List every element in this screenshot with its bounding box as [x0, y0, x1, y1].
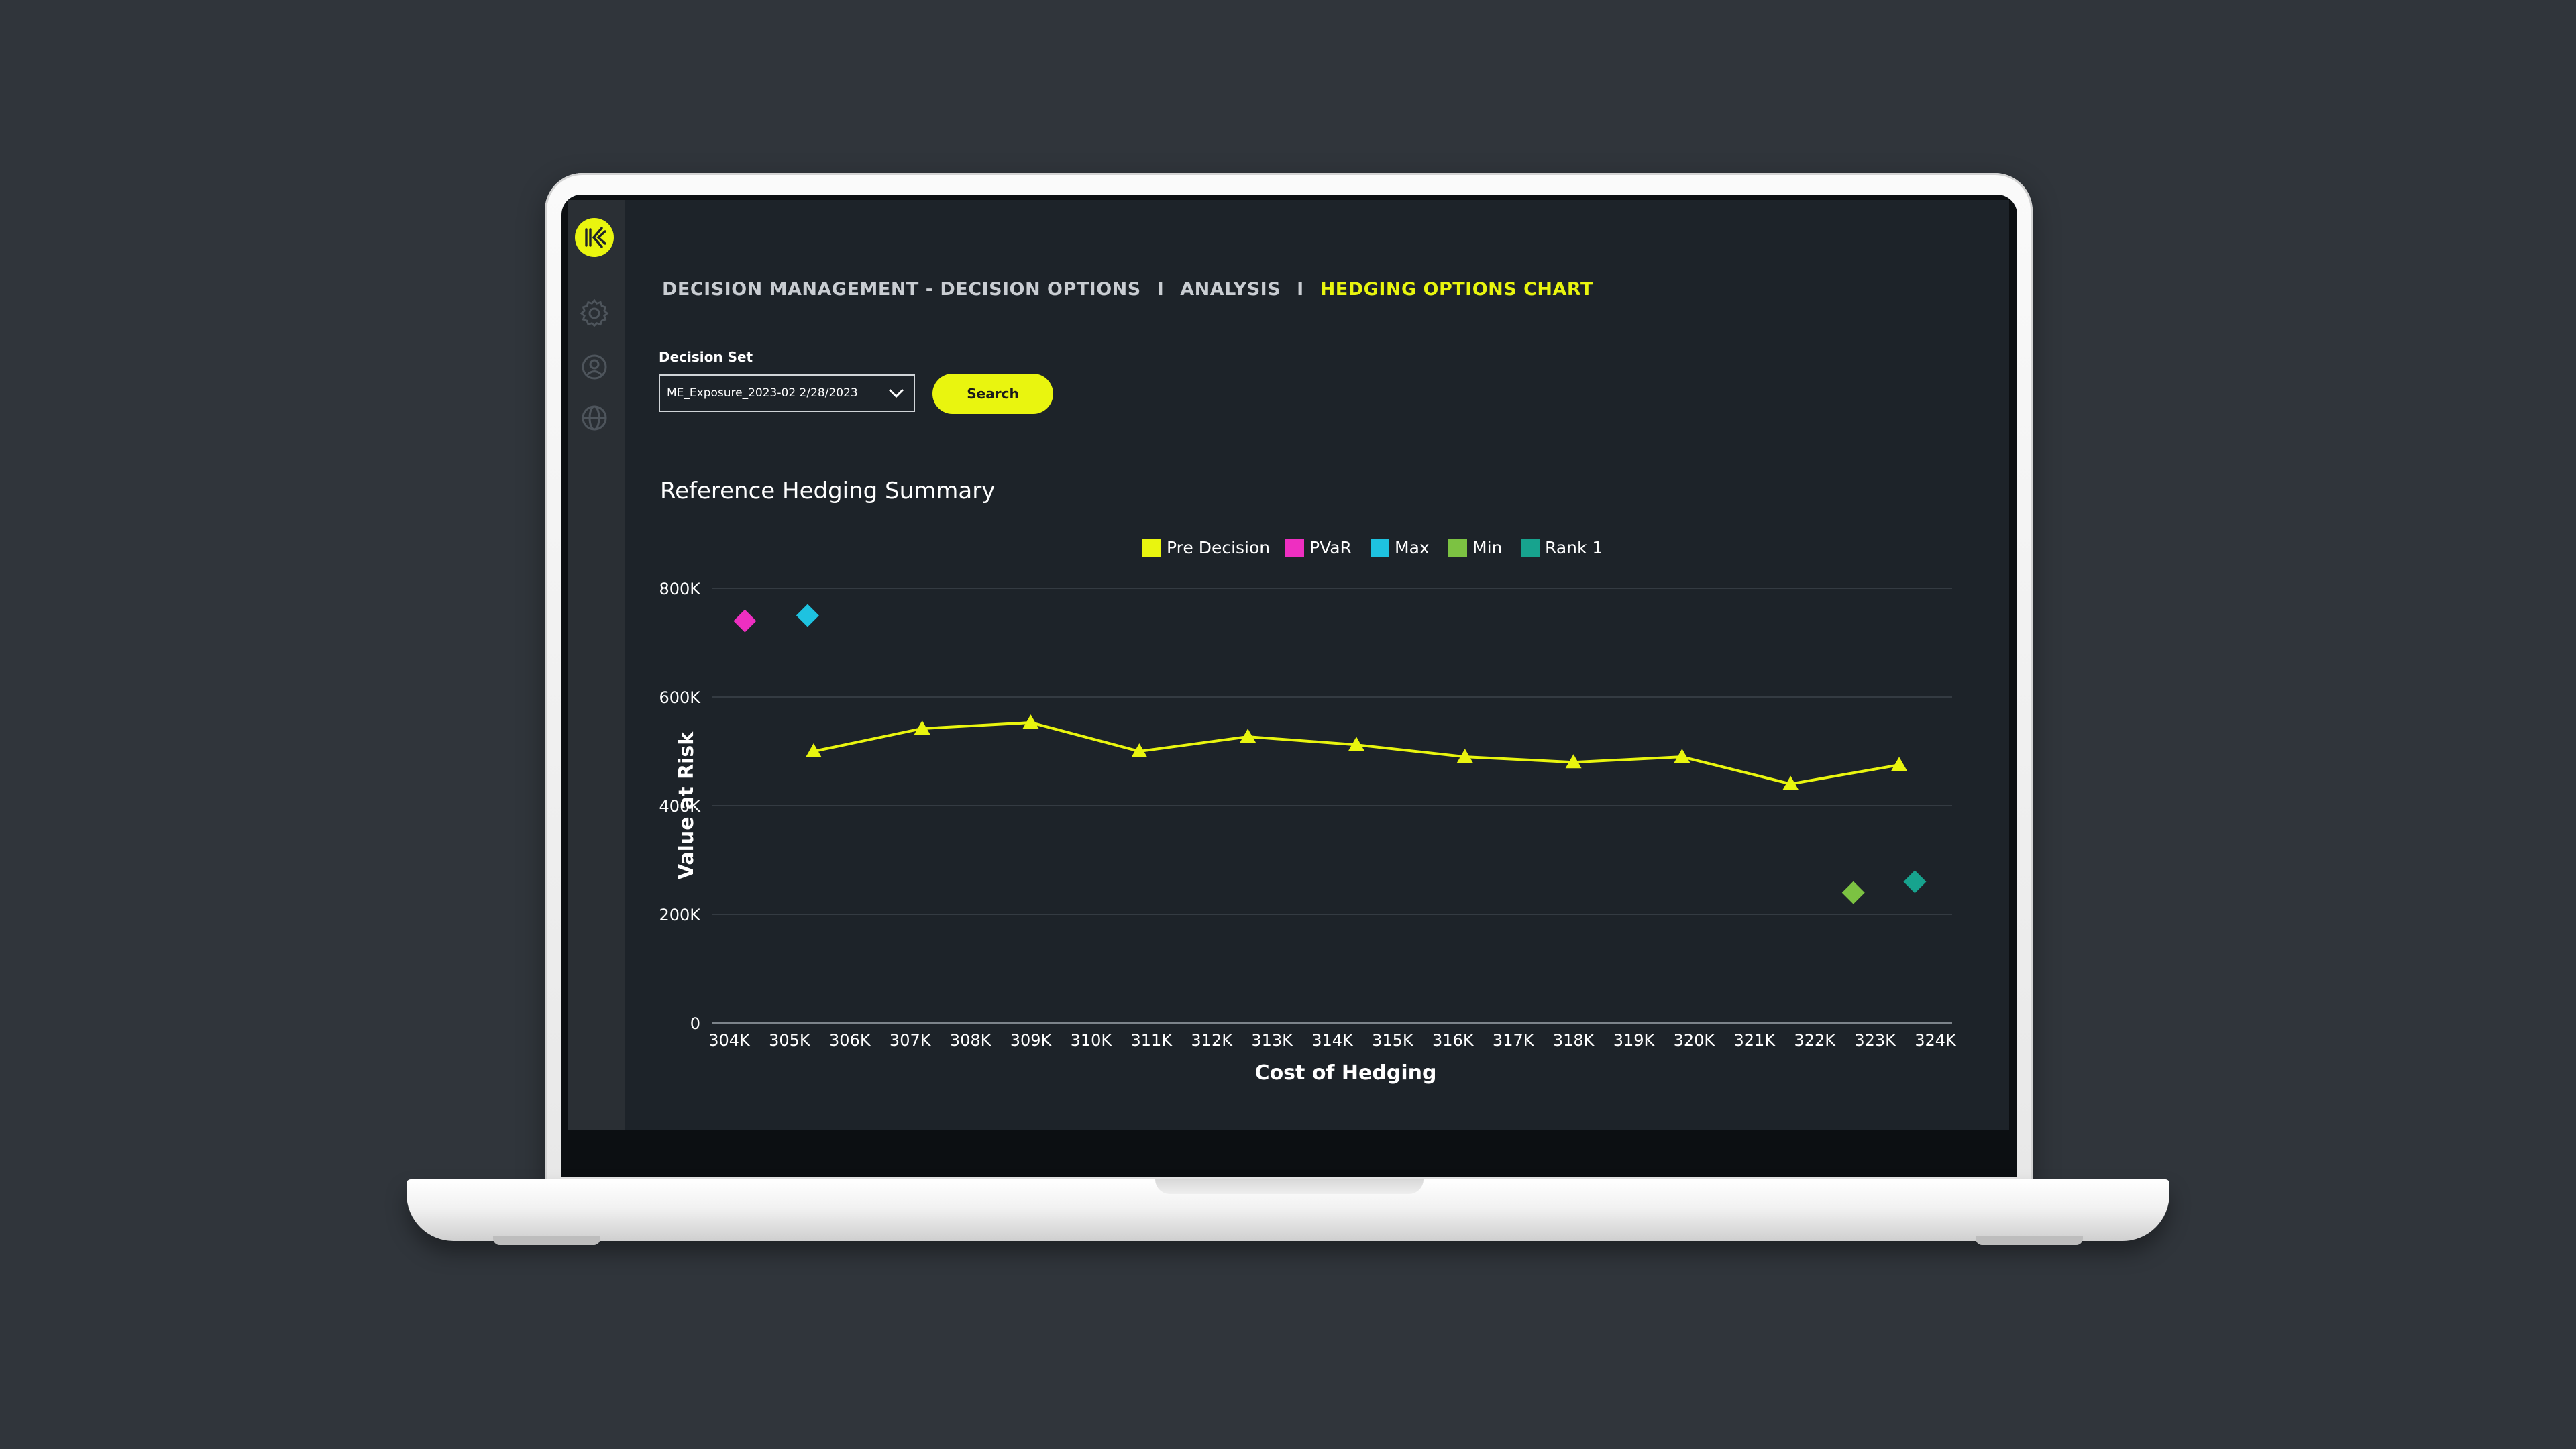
legend-item-pvar[interactable]: PVaR: [1285, 538, 1352, 561]
pre-decision-point: [914, 720, 930, 735]
legend-label: PVaR: [1309, 538, 1352, 557]
x-tick-label: 305K: [769, 1031, 811, 1050]
user-icon[interactable]: [579, 352, 610, 382]
pre-decision-point: [1240, 729, 1256, 743]
search-button[interactable]: Search: [932, 374, 1053, 414]
x-tick-label: 304K: [708, 1031, 751, 1050]
legend-swatch: [1142, 538, 1161, 557]
app-screen: DECISION MANAGEMENT - DECISION OPTIONS I A…: [568, 200, 2009, 1130]
x-axis-title: Cost of Hedging: [1255, 1061, 1437, 1085]
decision-set-label: Decision Set: [659, 349, 753, 365]
hedging-chart: 0 200K 400K 600K 800K 304K 305K 306K 307K 308K 309…: [659, 580, 1957, 1085]
x-tick-label: 307K: [890, 1031, 932, 1050]
chevron-down-icon: [888, 388, 904, 398]
x-tick-label: 318K: [1553, 1031, 1595, 1050]
legend-item-pre-decision[interactable]: Pre Decision: [1142, 538, 1270, 561]
pre-decision-point: [1674, 749, 1690, 763]
laptop-notch: [1155, 1179, 1424, 1194]
x-tick-label: 317K: [1493, 1031, 1535, 1050]
x-tick-label: 321K: [1734, 1031, 1776, 1050]
breadcrumb: DECISION MANAGEMENT - DECISION OPTIONS I A…: [662, 279, 1593, 300]
breadcrumb-separator: I: [1157, 279, 1165, 300]
legend-label: Min: [1472, 538, 1503, 557]
legend-label: Rank 1: [1545, 538, 1603, 557]
x-tick-label: 314K: [1311, 1031, 1354, 1050]
breadcrumb-separator: I: [1297, 279, 1304, 300]
pvar-point: [733, 609, 757, 633]
y-axis-title: Value at Risk: [675, 731, 698, 880]
y-tick-label: 0: [690, 1014, 700, 1033]
pre-decision-point: [805, 743, 822, 757]
legend-swatch: [1448, 538, 1467, 557]
y-tick-label: 800K: [659, 580, 701, 598]
x-tick-label: 316K: [1432, 1031, 1474, 1050]
x-tick-label: 308K: [950, 1031, 992, 1050]
rank-1-point: [1903, 870, 1927, 894]
y-tick-label: 600K: [659, 688, 701, 707]
legend-item-min[interactable]: Min: [1448, 538, 1502, 561]
decision-set-select[interactable]: ME_Exposure_2023-02 2/28/2023: [659, 374, 915, 412]
x-tick-label: 311K: [1131, 1031, 1173, 1050]
pre-decision-point: [1565, 754, 1582, 769]
decision-set-value: ME_Exposure_2023-02 2/28/2023: [667, 386, 858, 400]
pre-decision-point: [1022, 714, 1039, 729]
gear-icon[interactable]: [579, 298, 610, 329]
x-tick-label: 323K: [1854, 1031, 1896, 1050]
legend-item-rank-1[interactable]: Rank 1: [1521, 538, 1603, 561]
breadcrumb-analysis[interactable]: ANALYSIS: [1180, 279, 1281, 300]
pre-decision-line: [813, 721, 1900, 786]
x-tick-label: 322K: [1794, 1031, 1836, 1050]
pre-decision-point: [1131, 743, 1148, 757]
pre-decision-point: [1891, 757, 1908, 771]
x-tick-label: 324K: [1915, 1031, 1957, 1050]
x-tick-label: 313K: [1251, 1031, 1293, 1050]
pre-decision-point: [1782, 775, 1799, 790]
breadcrumb-decision-options[interactable]: DECISION MANAGEMENT - DECISION OPTIONS: [662, 279, 1141, 300]
chart-title: Reference Hedging Summary: [660, 478, 996, 504]
x-tick-label: 315K: [1372, 1031, 1414, 1050]
x-tick-label: 320K: [1674, 1031, 1716, 1050]
max-point: [796, 604, 819, 627]
legend-swatch: [1521, 538, 1540, 557]
globe-icon[interactable]: [579, 402, 610, 433]
legend-label: Pre Decision: [1167, 538, 1271, 557]
legend-label: Max: [1395, 538, 1430, 557]
laptop-foot-left: [493, 1236, 600, 1245]
x-tick-label: 312K: [1191, 1031, 1233, 1050]
laptop-foot-right: [1976, 1236, 2083, 1245]
x-tick-label: 306K: [829, 1031, 871, 1050]
legend-swatch: [1371, 538, 1389, 557]
pre-decision-point: [1456, 749, 1473, 763]
legend-item-max[interactable]: Max: [1371, 538, 1430, 561]
pre-decision-point: [1348, 737, 1364, 751]
logo-icon[interactable]: [575, 218, 614, 257]
y-tick-label: 200K: [659, 906, 701, 924]
x-tick-label: 310K: [1071, 1031, 1113, 1050]
legend-swatch: [1285, 538, 1304, 557]
x-tick-label: 309K: [1010, 1031, 1053, 1050]
min-point: [1841, 881, 1865, 904]
chart-legend: Pre Decision PVaR Max Min Rank 1: [568, 538, 2009, 561]
y-tick-label: 400K: [659, 797, 701, 816]
breadcrumb-hedging-options-chart[interactable]: HEDGING OPTIONS CHART: [1320, 279, 1593, 300]
x-tick-label: 319K: [1613, 1031, 1656, 1050]
sidebar: [568, 200, 625, 1130]
